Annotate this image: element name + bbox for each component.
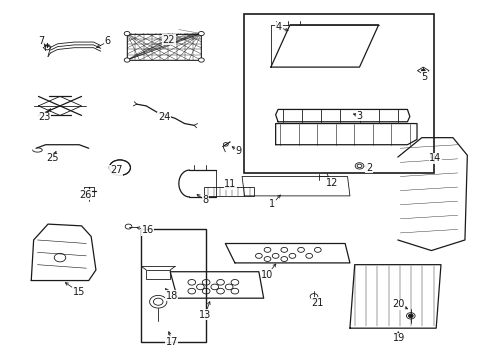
Text: 25: 25	[46, 153, 59, 163]
Text: 12: 12	[325, 178, 337, 188]
Circle shape	[421, 69, 424, 72]
Text: 11: 11	[224, 179, 236, 189]
Circle shape	[198, 31, 204, 36]
Text: 19: 19	[392, 333, 404, 343]
Text: 1: 1	[269, 199, 275, 209]
Text: 8: 8	[202, 195, 208, 206]
Text: 26: 26	[79, 190, 91, 200]
Text: 24: 24	[158, 112, 170, 122]
Text: 14: 14	[428, 153, 441, 163]
Text: 27: 27	[110, 165, 122, 175]
Text: 10: 10	[261, 270, 273, 280]
Circle shape	[124, 58, 130, 62]
Circle shape	[124, 31, 130, 36]
Circle shape	[407, 314, 412, 318]
Text: 16: 16	[142, 225, 154, 235]
Bar	[244, 14, 433, 173]
Text: 17: 17	[165, 337, 178, 347]
Bar	[141, 229, 206, 342]
Bar	[127, 33, 201, 60]
Text: 7: 7	[38, 36, 44, 46]
Text: 20: 20	[392, 299, 404, 309]
Text: 18: 18	[165, 291, 178, 301]
Bar	[146, 270, 170, 279]
Circle shape	[109, 160, 130, 175]
Text: 9: 9	[235, 146, 242, 156]
Text: 5: 5	[421, 72, 427, 82]
Text: 15: 15	[73, 287, 85, 297]
Text: 2: 2	[365, 163, 371, 173]
Text: 21: 21	[310, 298, 323, 308]
Text: 13: 13	[199, 310, 211, 320]
Circle shape	[198, 58, 204, 62]
Text: 3: 3	[356, 111, 362, 121]
Bar	[203, 187, 254, 196]
Text: 22: 22	[162, 35, 175, 45]
Text: 4: 4	[275, 22, 282, 32]
Text: 23: 23	[38, 112, 50, 122]
Text: 6: 6	[104, 36, 111, 46]
